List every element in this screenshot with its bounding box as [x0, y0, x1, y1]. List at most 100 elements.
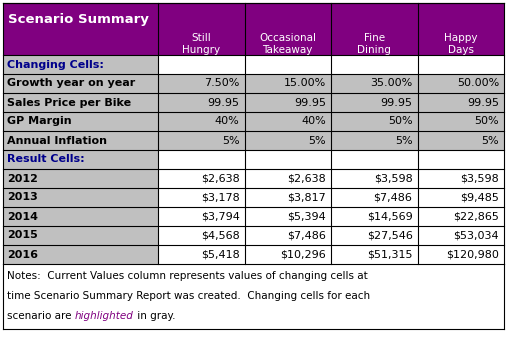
Bar — [3, 3, 504, 55]
Text: Scenario Summary: Scenario Summary — [8, 13, 149, 26]
Bar — [3, 226, 158, 245]
Text: 2013: 2013 — [7, 193, 38, 203]
Text: $27,546: $27,546 — [367, 230, 413, 240]
Text: 99.95: 99.95 — [207, 98, 239, 108]
Bar — [331, 74, 417, 93]
Bar — [331, 93, 417, 112]
Bar — [417, 93, 504, 112]
Bar — [417, 226, 504, 245]
Bar — [244, 226, 331, 245]
Bar — [417, 131, 504, 150]
Text: time Scenario Summary Report was created.  Changing cells for each: time Scenario Summary Report was created… — [7, 291, 370, 301]
Bar — [417, 188, 504, 207]
Bar — [3, 207, 158, 226]
Bar — [244, 131, 331, 150]
Text: $9,485: $9,485 — [460, 193, 499, 203]
Bar — [244, 245, 331, 264]
Bar — [158, 207, 244, 226]
Text: $3,598: $3,598 — [460, 174, 499, 184]
Text: 2016: 2016 — [7, 249, 38, 259]
Text: 5%: 5% — [308, 136, 326, 146]
Text: $120,980: $120,980 — [446, 249, 499, 259]
Text: $53,034: $53,034 — [453, 230, 499, 240]
Text: $3,178: $3,178 — [201, 193, 239, 203]
Bar — [417, 245, 504, 264]
Text: Still
Hungry: Still Hungry — [182, 33, 221, 55]
Text: $5,394: $5,394 — [287, 211, 326, 221]
Bar — [3, 169, 158, 188]
Text: 99.95: 99.95 — [294, 98, 326, 108]
Text: Occasional
Takeaway: Occasional Takeaway — [259, 33, 316, 55]
Text: 2015: 2015 — [7, 230, 38, 240]
Bar — [158, 169, 244, 188]
Text: 99.95: 99.95 — [380, 98, 413, 108]
Bar — [331, 112, 417, 131]
Text: 5%: 5% — [395, 136, 413, 146]
Text: 5%: 5% — [222, 136, 239, 146]
Text: $4,568: $4,568 — [201, 230, 239, 240]
Text: Growth year on year: Growth year on year — [7, 79, 135, 89]
Bar — [158, 55, 504, 74]
Text: $3,794: $3,794 — [201, 211, 239, 221]
Bar — [244, 207, 331, 226]
Bar — [158, 112, 244, 131]
Bar — [331, 169, 417, 188]
Bar — [331, 207, 417, 226]
Text: $3,817: $3,817 — [287, 193, 326, 203]
Text: Sales Price per Bike: Sales Price per Bike — [7, 98, 131, 108]
Text: GP Margin: GP Margin — [7, 117, 71, 127]
Bar — [3, 131, 158, 150]
Text: $2,638: $2,638 — [287, 174, 326, 184]
Text: $10,296: $10,296 — [280, 249, 326, 259]
Bar — [158, 74, 244, 93]
Text: Happy
Days: Happy Days — [444, 33, 478, 55]
Bar — [417, 207, 504, 226]
Bar — [244, 93, 331, 112]
Text: Annual Inflation: Annual Inflation — [7, 136, 107, 146]
Bar — [3, 55, 158, 74]
Bar — [158, 93, 244, 112]
Text: highlighted: highlighted — [75, 311, 134, 321]
Bar — [3, 93, 158, 112]
Text: $14,569: $14,569 — [367, 211, 413, 221]
Text: $51,315: $51,315 — [367, 249, 413, 259]
Text: 50%: 50% — [475, 117, 499, 127]
Bar — [331, 245, 417, 264]
Text: Result Cells:: Result Cells: — [7, 155, 85, 165]
Bar — [244, 188, 331, 207]
Bar — [244, 74, 331, 93]
Bar — [158, 245, 244, 264]
Text: $2,638: $2,638 — [201, 174, 239, 184]
Bar — [331, 188, 417, 207]
Bar — [3, 245, 158, 264]
Text: 15.00%: 15.00% — [284, 79, 326, 89]
Bar — [244, 169, 331, 188]
Bar — [417, 169, 504, 188]
Bar — [158, 226, 244, 245]
Text: $5,418: $5,418 — [201, 249, 239, 259]
Text: 50.00%: 50.00% — [457, 79, 499, 89]
Text: 2014: 2014 — [7, 211, 38, 221]
Bar — [3, 188, 158, 207]
Bar — [3, 150, 158, 169]
Text: $3,598: $3,598 — [374, 174, 413, 184]
Bar — [158, 188, 244, 207]
Bar — [158, 131, 244, 150]
Text: in gray.: in gray. — [134, 311, 175, 321]
Text: $7,486: $7,486 — [287, 230, 326, 240]
Text: 5%: 5% — [481, 136, 499, 146]
Text: 40%: 40% — [301, 117, 326, 127]
Text: $7,486: $7,486 — [374, 193, 413, 203]
Text: scenario are: scenario are — [7, 311, 75, 321]
Text: 99.95: 99.95 — [467, 98, 499, 108]
Bar — [417, 112, 504, 131]
Text: $22,865: $22,865 — [453, 211, 499, 221]
Text: Fine
Dining: Fine Dining — [357, 33, 391, 55]
Bar — [3, 112, 158, 131]
Text: 40%: 40% — [215, 117, 239, 127]
Text: 35.00%: 35.00% — [370, 79, 413, 89]
Bar — [331, 131, 417, 150]
Text: Notes:  Current Values column represents values of changing cells at: Notes: Current Values column represents … — [7, 271, 368, 281]
Text: 7.50%: 7.50% — [204, 79, 239, 89]
Bar — [417, 74, 504, 93]
